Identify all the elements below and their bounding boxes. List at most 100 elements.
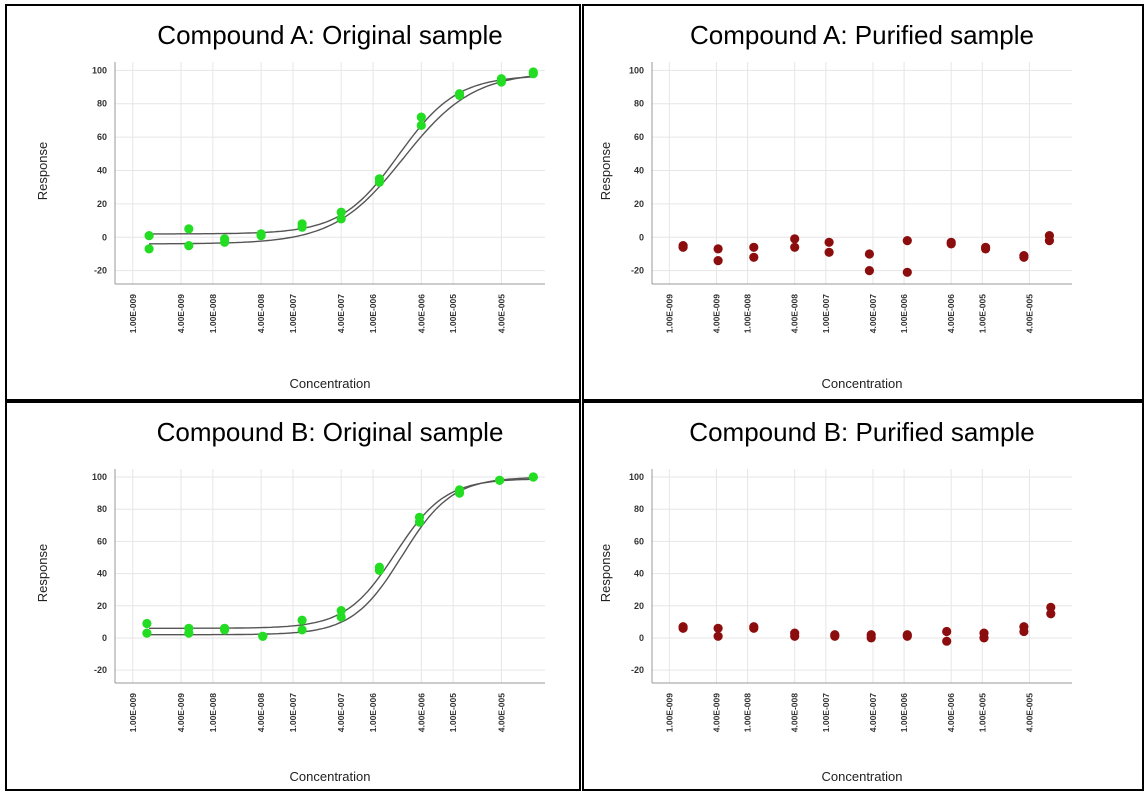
fit-curve-2 (149, 477, 536, 636)
x-tick-label: 4.00E-008 (256, 693, 266, 732)
x-tick-label: 1.00E-007 (821, 294, 831, 333)
data-point-s1-8 (942, 626, 952, 637)
chart-title: Compound B: Original sample (157, 417, 504, 447)
x-tick-label: 4.00E-005 (496, 693, 506, 732)
x-tick-label: 1.00E-009 (128, 693, 138, 732)
x-tick-label: 4.00E-007 (336, 693, 346, 732)
y-axis-label: Response (35, 544, 50, 603)
data-point-s2-3 (220, 237, 230, 247)
x-axis-label: Concentration (822, 376, 903, 391)
data-point-s2-1 (678, 242, 688, 252)
data-point-s2-4 (790, 631, 800, 641)
data-point-s1-6 (864, 249, 874, 259)
data-point-s2-3 (749, 252, 759, 262)
x-tick-label: 1.00E-005 (448, 693, 458, 732)
y-tick-label: 0 (639, 633, 644, 643)
data-point-s2-7 (374, 177, 384, 187)
x-tick-label: 1.00E-006 (899, 693, 909, 732)
x-tick-label: 1.00E-005 (448, 294, 458, 333)
x-tick-label: 4.00E-005 (496, 294, 506, 333)
y-tick-label: -20 (631, 266, 644, 276)
data-point-s2-7 (902, 631, 912, 641)
y-tick-label: 80 (634, 504, 644, 514)
x-tick-label: 1.00E-009 (664, 693, 674, 732)
data-point-s2-6 (336, 612, 346, 622)
chart-panel-b-original: Compound B: Original sample 100 80 60 40 20 0 -… (5, 401, 581, 791)
data-point-s1-2 (184, 224, 194, 234)
y-tick-label: -20 (94, 266, 107, 276)
data-point-s2-8 (414, 517, 425, 527)
data-point-s1-6 (336, 606, 346, 616)
x-tick-label: 4.00E-006 (946, 294, 956, 333)
x-tick-label: 1.00E-006 (899, 294, 909, 333)
data-point-s2-2 (184, 628, 194, 638)
data-point-s2-9 (979, 633, 989, 643)
data-point-s1-8 (416, 112, 426, 122)
x-tick-label: 1.00E-006 (368, 294, 378, 333)
x-tick-label: 1.00E-006 (368, 693, 378, 732)
x-axis-label: Concentration (822, 769, 903, 784)
data-point-s2-11 (528, 472, 538, 482)
data-point-s2-11 (528, 69, 538, 79)
y-tick-label: 40 (97, 569, 107, 579)
data-point-s2-2 (713, 631, 723, 641)
x-tick-label: 1.00E-005 (977, 294, 987, 333)
data-point-s2-10 (496, 77, 506, 87)
data-point-s2-6 (866, 633, 876, 643)
x-tick-label: 4.00E-006 (416, 693, 426, 732)
data-point-s1-11 (1046, 602, 1056, 612)
data-point-s2-8 (946, 239, 956, 249)
y-tick-label: 0 (102, 232, 107, 242)
x-axis-label: Concentration (290, 769, 371, 784)
data-point-s2-6 (864, 266, 874, 276)
data-point-s2-8 (416, 120, 426, 130)
x-tick-label: 1.00E-007 (821, 693, 831, 732)
data-point-s2-4 (790, 242, 800, 252)
y-tick-label: 0 (102, 633, 107, 643)
x-tick-label: 1.00E-007 (288, 693, 298, 732)
x-tick-label: 1.00E-009 (128, 294, 138, 333)
y-tick-label: 20 (97, 601, 107, 611)
x-tick-label: 4.00E-009 (176, 693, 186, 732)
x-tick-label: 4.00E-008 (256, 294, 266, 333)
x-tick-label: 4.00E-008 (790, 693, 800, 732)
data-point-s2-7 (902, 267, 912, 277)
x-tick-label: 4.00E-005 (1024, 294, 1034, 333)
data-point-s1-7 (902, 236, 912, 246)
x-tick-label: 4.00E-008 (790, 294, 800, 333)
data-point-s2-10 (495, 475, 505, 485)
data-point-s2-3 (749, 623, 759, 633)
data-point-s2-10 (1019, 252, 1029, 262)
y-tick-label: 80 (97, 99, 107, 109)
y-tick-label: 80 (634, 99, 644, 109)
chart-panel-b-purified: Compound B: Purified sample 100 80 60 40 20 0 -… (582, 401, 1144, 791)
data-point-s1-2 (713, 244, 723, 254)
x-tick-label: 4.00E-006 (946, 693, 956, 732)
data-point-s1-3 (749, 242, 759, 252)
x-axis-label: Concentration (290, 376, 371, 391)
y-tick-label: 60 (634, 536, 644, 546)
y-axis-label: Response (35, 142, 50, 201)
x-tick-label: 4.00E-005 (1024, 693, 1034, 732)
data-point-s2-2 (184, 241, 194, 251)
y-tick-label: 80 (97, 504, 107, 514)
data-point-s2-5 (297, 222, 307, 232)
chart-title: Compound A: Original sample (157, 20, 502, 50)
x-tick-label: 1.00E-008 (743, 294, 753, 333)
data-point-s2-4 (256, 231, 266, 241)
chart-svg: Compound B: Original sample 100 80 60 40 20 0 -… (35, 417, 545, 784)
data-point-s2-1 (144, 244, 154, 254)
y-tick-label: 40 (634, 569, 644, 579)
chart-svg: Compound A: Original sample 100 80 60 40 20 0 -… (35, 20, 545, 391)
data-point-s2-9 (454, 488, 465, 498)
data-point-s2-3 (220, 625, 230, 635)
x-tick-label: 4.00E-009 (711, 693, 721, 732)
y-axis-label: Response (598, 544, 613, 603)
data-point-s2-4 (258, 631, 268, 641)
x-tick-label: 1.00E-008 (208, 294, 218, 333)
y-tick-label: 100 (92, 472, 107, 482)
data-point-s2-11 (1044, 236, 1054, 246)
data-point-s1-1 (144, 231, 154, 241)
y-axis-label: Response (598, 142, 613, 201)
data-point-s1-5 (824, 237, 834, 247)
